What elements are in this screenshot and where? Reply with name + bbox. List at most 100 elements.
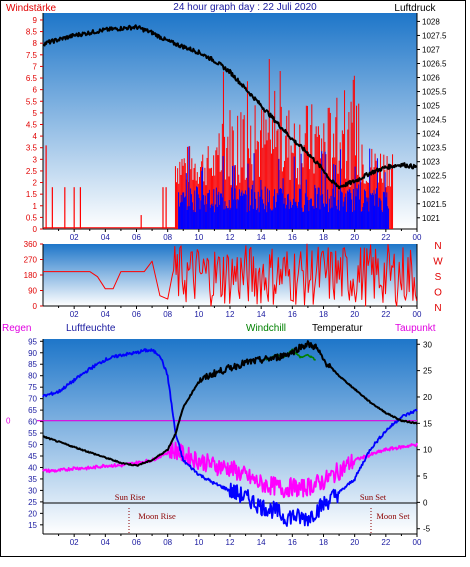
panel1-xtick-label: 02 [70,233,79,242]
panel1-xtick-label: 14 [257,233,266,242]
humidity-ytick-label: 55 [28,429,37,438]
panel2-xtick-label: 18 [319,310,328,319]
humidity-ytick-label: 75 [28,383,37,392]
dewpoint-line [42,441,418,499]
direction-ytick-label: 0 [33,302,38,311]
panel3-xtick-label: 18 [319,538,328,547]
panel1-xtick-label: 22 [381,233,390,242]
pressure-ytick-label: 1022 [422,186,440,195]
pressure-ytick-label: 1024 [422,130,440,139]
panel3-xtick-label: 04 [101,538,110,547]
humidity-ytick-label: 65 [28,406,37,415]
panel3-xtick-label: 12 [226,538,235,547]
compass-label: W [433,257,443,268]
panel3-xtick-label: 22 [381,538,390,547]
humidity-ytick-label: 60 [28,418,37,427]
zero-reference-label: 0 [6,417,11,426]
wind-ytick-label: 4.5 [26,120,38,129]
wind-ytick-label: 6.5 [26,74,38,83]
pressure-ytick-label: 1027.5 [422,31,447,40]
panel1-xtick-label: 12 [226,233,235,242]
pressure-ytick-label: 1026 [422,74,440,83]
pressure-ytick-label: 1021 [422,214,440,223]
sun-rise-label: Sun Rise [115,492,146,502]
panel3-xtick-label: 10 [194,538,203,547]
compass-label: N [434,241,441,252]
panel2-xtick-label: 14 [257,310,266,319]
panel2-xtick-label: 06 [132,310,141,319]
pressure-ytick-label: 1028 [422,17,440,26]
pressure-ytick-label: 1024.5 [422,116,447,125]
wind-ytick-label: 6 [33,86,38,95]
pressure-ytick-label: 1021.5 [422,200,447,209]
wind-ytick-label: 4 [33,132,38,141]
wind-ytick-label: 2.5 [26,167,38,176]
legend-regen: Regen [2,323,31,334]
panel2-xtick-label: 02 [70,310,79,319]
temperature-ytick-label: -5 [423,525,431,534]
left-title: Windstärke [6,3,56,14]
wind-ytick-label: 5 [33,109,38,118]
temperature-ytick-label: 0 [423,498,428,507]
center-title: 24 hour graph day : 22 Juli 2020 [173,2,317,13]
wind-ytick-label: 1.5 [26,190,38,199]
legend-windchill: Windchill [246,323,286,334]
pressure-ytick-label: 1027 [422,45,440,54]
panel1-xtick-label: 04 [101,233,110,242]
temperature-ytick-label: 15 [423,419,432,428]
humidity-ytick-label: 45 [28,452,37,461]
temperature-ytick-label: 20 [423,393,432,402]
panel1-xtick-label: 10 [194,233,203,242]
pressure-ytick-label: 1025.5 [422,88,447,97]
humidity-ytick-label: 20 [28,509,37,518]
pressure-ytick-label: 1026.5 [422,59,447,68]
humidity-ytick-label: 50 [28,441,37,450]
compass-label: S [435,272,442,283]
panel2-xtick-label: 00 [413,310,422,319]
compass-label: N [434,303,441,314]
wind-ytick-label: 8.5 [26,28,38,37]
legend-luftfeuchte: Luftfeuchte [66,323,116,334]
panel2-xtick-label: 20 [350,310,359,319]
humidity-ytick-label: 95 [28,337,37,346]
humidity-ytick-label: 30 [28,486,37,495]
wind-ytick-label: 3.5 [26,144,38,153]
wind-ytick-label: 5.5 [26,97,38,106]
compass-label: O [434,288,442,299]
panel2-xtick-label: 12 [226,310,235,319]
panel3-xtick-label: 16 [288,538,297,547]
humidity-ytick-label: 40 [28,463,37,472]
pressure-ytick-label: 1023 [422,158,440,167]
direction-ytick-label: 90 [28,287,37,296]
moon-set-label: Moon Set [376,511,410,521]
panel2-xtick-label: 04 [101,310,110,319]
panel3-xtick-label: 14 [257,538,266,547]
panel2-xtick-label: 10 [194,310,203,319]
panel2-xtick-label: 08 [163,310,172,319]
humidity-ytick-label: 70 [28,395,37,404]
humidity-ytick-label: 85 [28,360,37,369]
temperature-ytick-label: 5 [423,472,428,481]
panel3-xtick-label: 20 [350,538,359,547]
temperature-line [42,340,418,467]
panel1-xtick-label: 16 [288,233,297,242]
pressure-ytick-label: 1025 [422,102,440,111]
direction-ytick-label: 180 [24,271,38,280]
legend-temperatur: Temperatur [312,323,363,334]
wind-ytick-label: 9 [33,16,38,25]
wind-direction-line [43,243,418,307]
right-title: Luftdruck [394,3,436,14]
wind-ytick-label: 0.5 [26,213,38,222]
humidity-line [42,348,418,527]
wind-ytick-label: 3 [33,155,38,164]
panel2-xtick-label: 22 [381,310,390,319]
panel1-xtick-label: 20 [350,233,359,242]
direction-ytick-label: 360 [24,240,38,249]
pressure-ytick-label: 1022.5 [422,172,447,181]
direction-ytick-label: 270 [24,256,38,265]
moon-rise-label: Moon Rise [138,511,176,521]
humidity-ytick-label: 25 [28,498,37,507]
panel2-xtick-label: 16 [288,310,297,319]
wind-ytick-label: 8 [33,39,38,48]
